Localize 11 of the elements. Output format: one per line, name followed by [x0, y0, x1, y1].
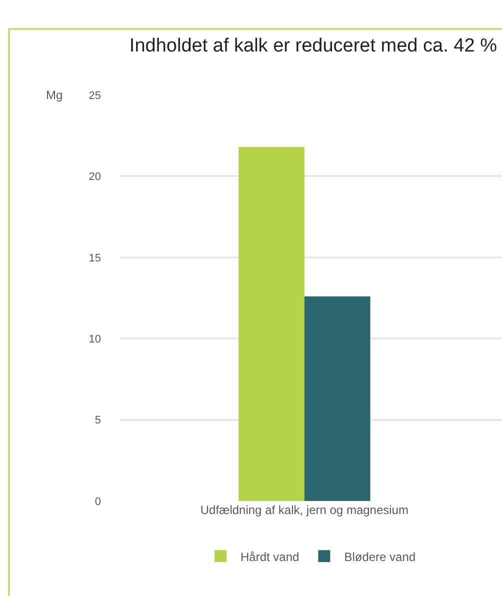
- y-tick-label: 20: [88, 171, 101, 184]
- y-tick-label: 10: [88, 333, 101, 346]
- y-tick-label: 5: [94, 414, 101, 427]
- y-tick-label: 0: [94, 496, 101, 508]
- legend-label: Blødere vand: [344, 550, 416, 564]
- legend-label: Hårdt vand: [240, 550, 300, 564]
- y-axis-title: Mg: [46, 88, 63, 102]
- chart-title: Indholdet af kalk er reduceret med ca. 42 %: [129, 35, 498, 56]
- y-tick-label: 15: [88, 252, 101, 264]
- y-tick-label: 25: [88, 90, 101, 102]
- x-tick-label: Udfældning af kalk, jern og magnesium: [200, 503, 408, 517]
